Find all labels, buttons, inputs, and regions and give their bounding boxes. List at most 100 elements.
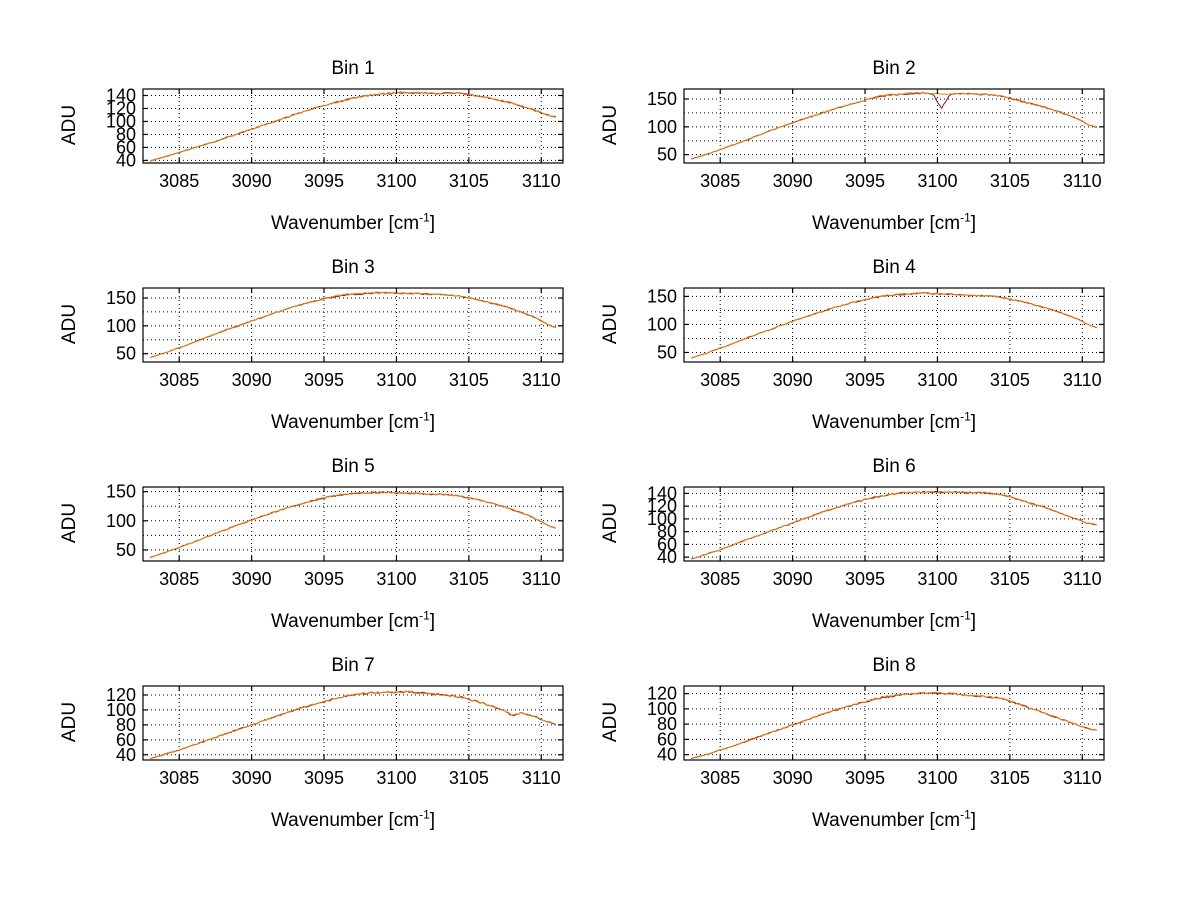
x-tick-label: 3085 [700, 768, 740, 788]
x-tick-label: 3100 [376, 569, 416, 589]
x-tick-label: 3090 [773, 569, 813, 589]
x-tick-label: 3100 [917, 768, 957, 788]
x-tick-label: 3100 [917, 569, 957, 589]
x-tick-label: 3090 [773, 171, 813, 191]
x-tick-label: 3090 [232, 370, 272, 390]
x-axis-label-text: Wavenumber [cm [270, 412, 420, 433]
panel-title-bin-3: Bin 3 [331, 257, 375, 278]
x-tick-label: 3095 [304, 370, 344, 390]
y-axis-label-bin-4: ADU [600, 303, 621, 345]
axes-box [142, 88, 564, 164]
x-tick-label: 3110 [522, 171, 561, 191]
x-tick-label: 3110 [522, 370, 561, 390]
x-tick-label: 3090 [773, 768, 813, 788]
y-tick-label: 50 [116, 344, 136, 364]
series-model-spectrum [150, 491, 556, 558]
x-tick-label: 3105 [449, 569, 489, 589]
x-axis-label-exponent: -1 [419, 608, 430, 623]
y-tick-label: 120 [647, 496, 677, 516]
x-tick-label: 3110 [522, 569, 561, 589]
y-tick-label: 80 [116, 124, 136, 144]
x-tick-label: 3105 [990, 569, 1030, 589]
y-tick-label: 100 [647, 117, 677, 137]
x-tick-label: 3085 [159, 370, 199, 390]
x-axis-label-bin-3: Wavenumber [cm-1] [43, 411, 663, 434]
x-tick-label: 3090 [232, 768, 272, 788]
axes-box [683, 486, 1105, 562]
x-tick-label: 3105 [449, 370, 489, 390]
axes-box [683, 88, 1105, 164]
x-tick-label: 3095 [845, 768, 885, 788]
series-measured-spectrum [691, 91, 1097, 160]
x-axis-label-bracket: ] [970, 412, 977, 433]
x-axis-label-bin-2: Wavenumber [cm-1] [584, 210, 1200, 235]
panel-title-bin-8: Bin 8 [872, 655, 916, 676]
series-model-spectrum [150, 91, 556, 162]
x-tick-label: 3085 [700, 569, 740, 589]
series-measured-spectrum [691, 691, 1097, 760]
x-tick-label: 3090 [232, 171, 272, 191]
x-axis-label-bracket: ] [429, 611, 436, 632]
x-tick-label: 3085 [700, 171, 740, 191]
x-tick-label: 3110 [1063, 171, 1102, 191]
y-axis-label-bin-1: ADU [59, 104, 80, 146]
y-tick-label: 140 [647, 483, 677, 503]
x-axis-label-bin-6: Wavenumber [cm-1] [584, 610, 1200, 633]
y-tick-label: 140 [106, 85, 136, 105]
y-tick-label: 50 [657, 145, 677, 165]
x-axis-label-bin-1: Wavenumber [cm-1] [43, 210, 663, 235]
x-tick-label: 3110 [522, 768, 561, 788]
y-tick-label: 40 [116, 150, 136, 170]
x-tick-label: 3090 [773, 370, 813, 390]
x-axis-label-bin-8: Wavenumber [cm-1] [584, 809, 1200, 832]
x-axis-label-text: Wavenumber [cm [270, 810, 420, 831]
axes-box [683, 287, 1105, 363]
y-tick-label: 60 [116, 730, 136, 750]
series-measured-spectrum [150, 291, 556, 359]
x-tick-label: 3100 [376, 768, 416, 788]
y-tick-label: 80 [116, 715, 136, 735]
x-tick-label: 3105 [990, 370, 1030, 390]
panel-title-bin-5: Bin 5 [331, 456, 375, 477]
y-tick-label: 100 [106, 316, 136, 336]
x-axis-label-exponent: -1 [960, 210, 971, 225]
x-axis-label-text: Wavenumber [cm [811, 611, 961, 632]
x-axis-label-exponent: -1 [419, 210, 430, 225]
x-tick-label: 3110 [1063, 569, 1102, 589]
x-tick-label: 3085 [700, 370, 740, 390]
panel-title-bin-6: Bin 6 [872, 456, 916, 477]
panel-title-bin-1: Bin 1 [331, 58, 375, 79]
y-tick-label: 150 [647, 89, 677, 109]
y-axis-label-bin-5: ADU [59, 502, 80, 544]
x-tick-label: 3105 [449, 171, 489, 191]
x-tick-label: 3100 [917, 370, 957, 390]
x-axis-label-text: Wavenumber [cm [811, 810, 961, 831]
x-axis-label-text: Wavenumber [cm [270, 611, 420, 632]
y-tick-label: 60 [116, 137, 136, 157]
y-tick-label: 60 [657, 534, 677, 554]
y-tick-label: 120 [106, 98, 136, 118]
x-axis-label-bracket: ] [429, 213, 436, 234]
y-tick-label: 100 [106, 111, 136, 131]
y-tick-label: 100 [647, 314, 677, 334]
x-axis-label-bracket: ] [970, 611, 977, 632]
y-tick-label: 100 [647, 699, 677, 719]
x-tick-label: 3085 [159, 569, 199, 589]
x-axis-label-bin-7: Wavenumber [cm-1] [43, 809, 663, 832]
series-measured-spectrum [150, 690, 556, 760]
axes-box [142, 287, 564, 363]
